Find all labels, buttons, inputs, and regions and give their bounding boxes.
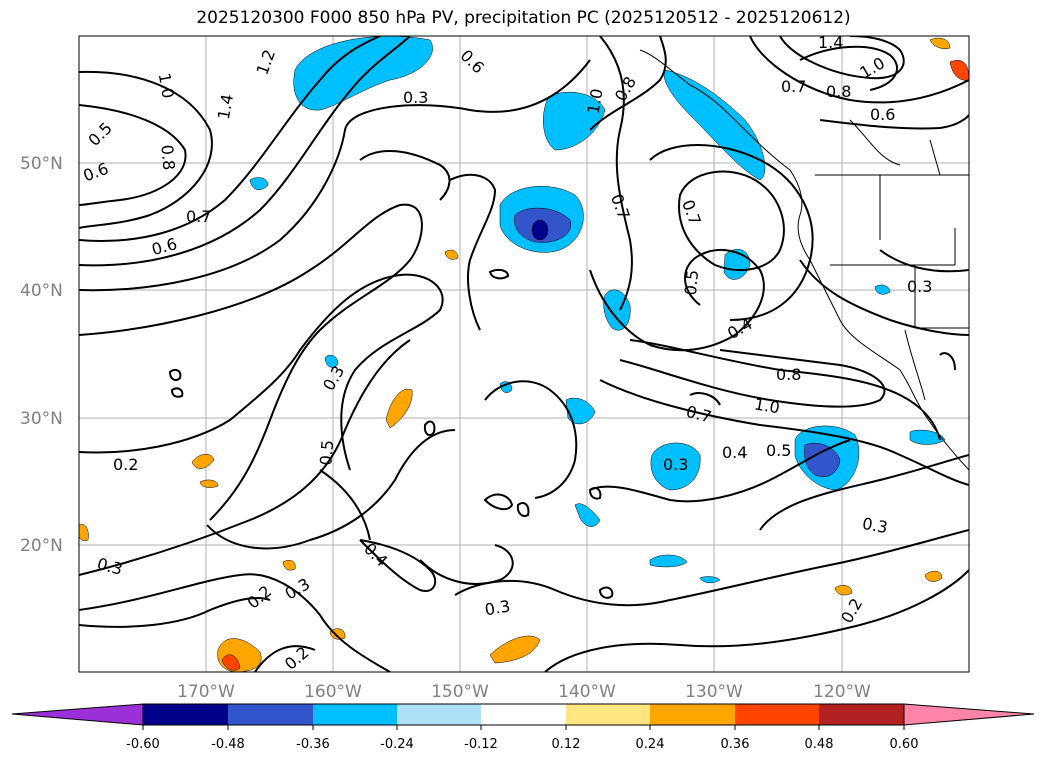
contour-label: 0.8	[157, 144, 178, 171]
map-background	[79, 36, 969, 672]
contour-label: 1.4	[214, 93, 237, 121]
colorbar-tick-label: 0.12	[552, 737, 581, 752]
colorbar-segment	[481, 704, 566, 725]
colorbar-frame	[142, 703, 905, 726]
colorbar-tick-label: -0.24	[380, 737, 414, 752]
contour-label: 1.4	[818, 33, 843, 52]
contour-label: 1.0	[584, 87, 607, 115]
contour-label: 0.3	[861, 514, 889, 537]
colorbar-segment	[735, 704, 819, 725]
contour-label: 0.7	[781, 77, 806, 96]
colorbar-tick-label: 0.24	[636, 737, 665, 752]
lon-label-170w: 170°W	[177, 682, 235, 702]
contour-label: 0.8	[776, 365, 801, 384]
colorbar: -0.60 -0.48 -0.36 -0.24 -0.12 0.12 0.24 …	[11, 703, 1035, 752]
colorbar-segment	[650, 704, 735, 725]
contour-label: 1.0	[155, 72, 178, 100]
lat-label-50n: 50°N	[20, 154, 63, 174]
pv-contours	[79, 36, 969, 672]
lat-label-20n: 20°N	[20, 536, 63, 556]
colorbar-segment	[11, 703, 144, 726]
colorbar-segment	[397, 704, 481, 725]
contour-label: 0.8	[826, 82, 851, 101]
colorbar-segment	[566, 704, 650, 725]
lon-label-160w: 160°W	[304, 682, 362, 702]
colorbar-segment	[143, 704, 228, 725]
lat-label-40n: 40°N	[20, 281, 63, 301]
lon-label-130w: 130°W	[685, 682, 743, 702]
contour-label: 0.3	[907, 277, 932, 296]
coastlines	[639, 49, 969, 471]
contour-label: 0.4	[722, 443, 747, 462]
map-panel	[79, 36, 969, 672]
map-frame	[78, 35, 970, 673]
colorbar-tick-label: -0.36	[296, 737, 330, 752]
lon-label-140w: 140°W	[558, 682, 616, 702]
colorbar-tick-label: 0.48	[805, 737, 834, 752]
latitude-labels: 50°N 40°N 30°N 20°N	[20, 154, 63, 556]
contour-label: 0.5	[316, 439, 337, 466]
lat-label-30n: 30°N	[20, 409, 63, 429]
colorbar-segment	[819, 704, 904, 725]
colorbar-tick-label: -0.60	[126, 737, 160, 752]
colorbar-segment	[313, 704, 397, 725]
lon-label-120w: 120°W	[813, 682, 871, 702]
gridlines	[79, 36, 969, 672]
contour-label: 0.3	[663, 455, 688, 474]
contour-label: 0.6	[870, 105, 895, 124]
colorbar-tick-label: 0.36	[721, 737, 750, 752]
contour-label: 0.3	[483, 596, 511, 619]
contour-label: 0.5	[766, 441, 791, 460]
contour-label: 0.7	[186, 207, 211, 226]
colorbar-segment	[903, 703, 1035, 726]
precip-shading	[79, 36, 969, 672]
colorbar-segment	[228, 704, 313, 725]
contour-label: 0.2	[113, 455, 138, 474]
contour-label: 0.5	[681, 269, 702, 296]
colorbar-tick-label: 0.60	[890, 737, 919, 752]
chart-title: 2025120300 F000 850 hPa PV, precipitatio…	[196, 8, 851, 28]
lon-label-150w: 150°W	[431, 682, 489, 702]
contour-label: 1.0	[753, 394, 781, 417]
longitude-labels: 170°W 160°W 150°W 140°W 130°W 120°W	[177, 682, 871, 702]
colorbar-tick-label: -0.48	[211, 737, 245, 752]
colorbar-ticks	[142, 725, 905, 730]
contour-label: 0.3	[403, 88, 428, 107]
colorbar-tick-label: -0.12	[464, 737, 498, 752]
